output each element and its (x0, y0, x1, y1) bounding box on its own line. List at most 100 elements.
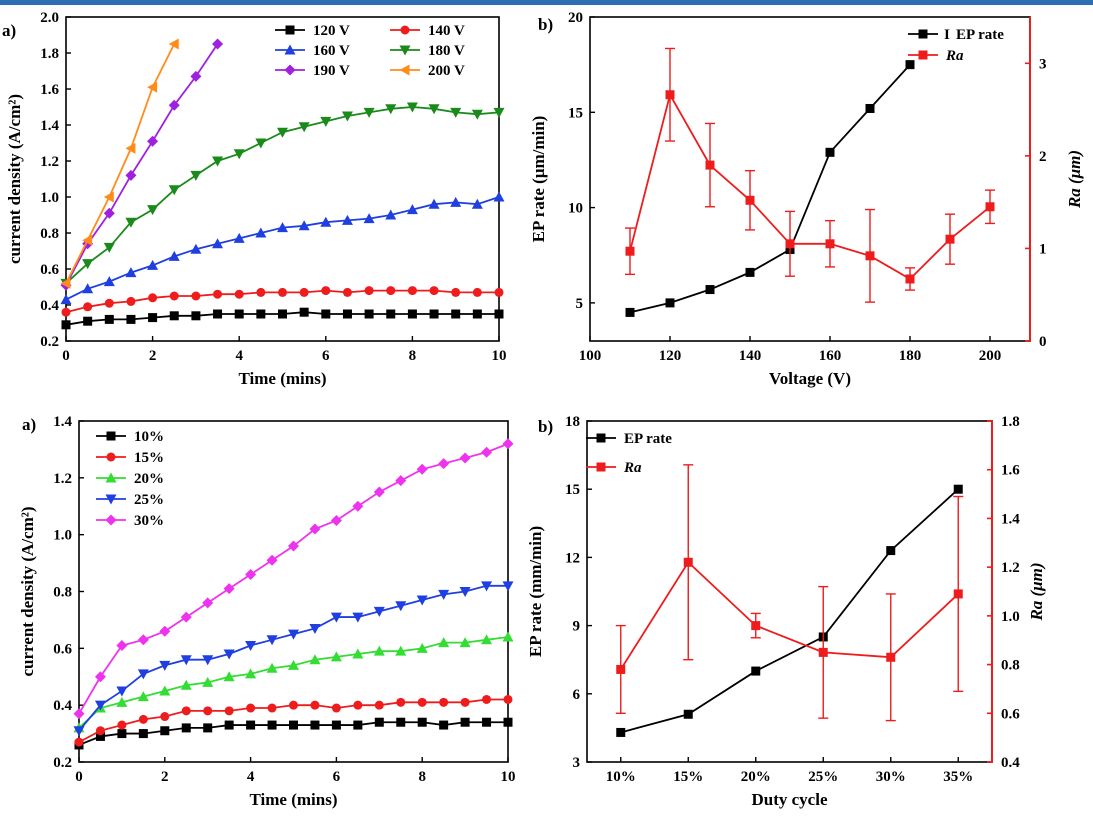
data-point (203, 723, 213, 733)
data-point (299, 287, 309, 297)
data-point (223, 671, 235, 682)
data-point (439, 697, 449, 707)
data-point (386, 309, 396, 319)
x-tick-label: 20% (741, 769, 771, 785)
data-point (202, 597, 214, 609)
data-point (438, 589, 450, 600)
data-point (310, 700, 320, 710)
top-accent-bar (0, 0, 1093, 5)
series-line (78, 636, 509, 729)
data-point (905, 60, 915, 70)
data-point (417, 697, 427, 707)
data-point (213, 289, 223, 299)
data-point (493, 107, 505, 118)
data-point (116, 639, 128, 651)
plot-frame (586, 420, 993, 763)
series-line (65, 43, 176, 284)
series-160-v (60, 191, 505, 305)
y-tick-label: 15 (568, 105, 583, 121)
series-200-v (60, 38, 179, 289)
data-point (148, 313, 158, 323)
x-tick-label: 10 (492, 348, 507, 364)
legend-marker (284, 64, 296, 76)
legend-entry: 30% (96, 513, 164, 529)
y-tick-label: 0.2 (53, 755, 72, 771)
data-point (103, 207, 115, 219)
y-axis-label: current density (A/cm²) (18, 506, 37, 676)
data-point (190, 170, 202, 181)
data-point (905, 274, 915, 284)
series-15% (74, 694, 513, 747)
data-point (481, 446, 493, 458)
data-point (83, 316, 93, 326)
x-tick-label: 200 (979, 348, 1002, 364)
data-point (751, 666, 761, 676)
data-point (103, 276, 115, 287)
legend-marker (285, 25, 295, 35)
data-point (160, 712, 170, 722)
data-point (665, 90, 675, 100)
data-point (331, 703, 341, 713)
x-tick-label: 0 (75, 769, 83, 785)
data-point (471, 109, 483, 120)
data-point (428, 104, 440, 115)
data-point (745, 267, 755, 277)
data-point (310, 720, 320, 730)
data-point (363, 107, 375, 118)
y-right-tick-label: 0.4 (1001, 755, 1020, 771)
data-point (212, 38, 224, 50)
data-point (886, 652, 896, 662)
data-point (472, 287, 482, 297)
data-point (373, 486, 385, 498)
chart-p1: 0 2 4 6 8 10 0.2 0.4 0.6 0.8 1.0 1.2 1.4 1.6 1.8 2.0 Tim… (2, 10, 507, 388)
data-point (245, 640, 257, 651)
data-point (818, 647, 828, 657)
x-tick-label: 160 (819, 348, 842, 364)
data-point (374, 717, 384, 727)
data-point (363, 213, 375, 224)
data-point (353, 700, 363, 710)
data-point (159, 660, 171, 671)
y-right-tick-label: 0 (1039, 334, 1047, 350)
data-point (450, 196, 462, 207)
data-point (502, 581, 514, 592)
data-point (278, 309, 287, 319)
legend-entry: 180 V (390, 43, 465, 59)
y-tick-label: 18 (565, 414, 580, 430)
y-tick-label: 10 (568, 201, 583, 217)
data-point (180, 679, 192, 690)
data-point (147, 81, 158, 93)
data-point (865, 251, 875, 261)
data-point (331, 720, 341, 730)
y-right-axis-label: Ra (μm) (1065, 150, 1084, 209)
legend-marker (105, 514, 117, 526)
data-point (330, 612, 342, 623)
data-point (61, 307, 71, 317)
data-point (364, 286, 374, 296)
y-tick-label: 20 (568, 10, 583, 26)
data-point (289, 700, 298, 710)
data-point (953, 589, 963, 599)
series-30% (73, 438, 514, 720)
data-point (945, 234, 955, 244)
data-point (459, 637, 471, 648)
data-point (352, 500, 364, 512)
data-point (417, 717, 427, 727)
data-point (125, 169, 137, 181)
y-tick-label: 1.0 (53, 528, 72, 544)
x-axis-label: Time (mins) (239, 369, 327, 388)
data-point (126, 314, 136, 324)
data-point (60, 294, 72, 305)
series-120-v (61, 307, 504, 330)
data-point (83, 302, 93, 312)
legend-marker (918, 29, 928, 39)
legend-label: 120 V (313, 23, 350, 39)
data-point (95, 731, 105, 741)
data-point (416, 595, 428, 606)
y-tick-label: 12 (565, 550, 580, 566)
data-point (267, 720, 277, 730)
data-point (625, 307, 635, 317)
legend-entry: 15% (96, 450, 164, 466)
data-point (168, 38, 179, 50)
